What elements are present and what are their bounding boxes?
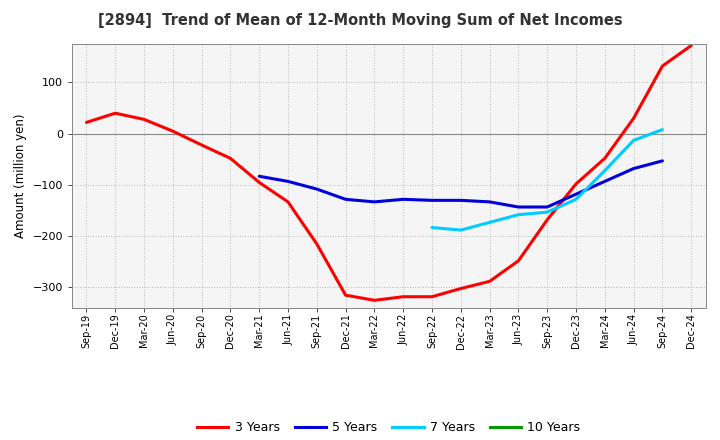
Y-axis label: Amount (million yen): Amount (million yen) bbox=[14, 114, 27, 238]
Text: [2894]  Trend of Mean of 12-Month Moving Sum of Net Incomes: [2894] Trend of Mean of 12-Month Moving … bbox=[98, 13, 622, 28]
Legend: 3 Years, 5 Years, 7 Years, 10 Years: 3 Years, 5 Years, 7 Years, 10 Years bbox=[192, 416, 585, 439]
